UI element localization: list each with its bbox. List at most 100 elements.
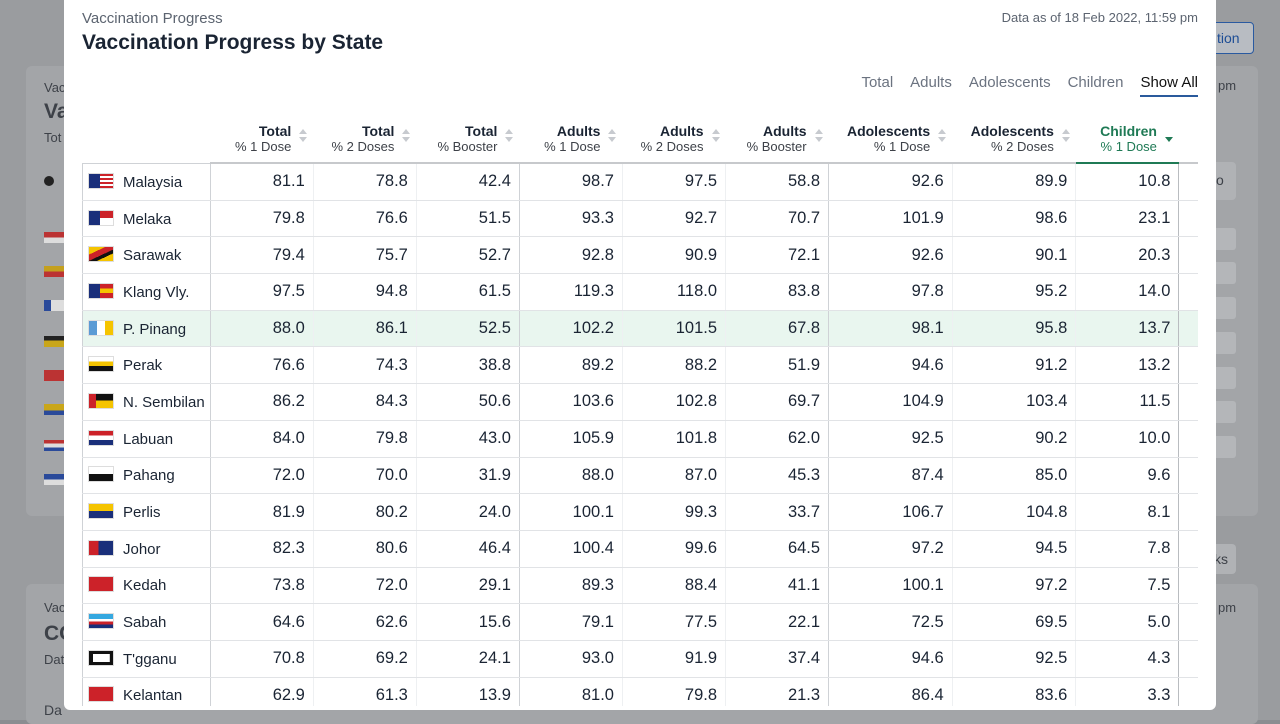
table-row[interactable]: Kedah 73.8 72.0 29.1 89.3 88.4 41.1 100.1 97.2 7.…	[82, 567, 1198, 605]
value-cell	[1178, 567, 1198, 605]
value-cell: 89.3	[519, 567, 623, 605]
value-cell: 9.6	[1075, 457, 1180, 495]
table-row[interactable]: Sabah 64.6 62.6 15.6 79.1 77.5 22.1 72.5 69.5 5.0	[82, 603, 1198, 641]
value-cell: 58.8	[725, 162, 830, 201]
header-state	[83, 116, 211, 163]
value-cell: 23.1	[1075, 200, 1180, 238]
vaccination-progress-modal: Vaccination Progress Vaccination Progres…	[64, 0, 1216, 710]
column-header[interactable]: Children% 1 Dose	[1075, 116, 1179, 164]
value-cell: 81.9	[210, 493, 314, 531]
value-cell: 51.5	[416, 200, 520, 238]
value-cell: 45.3	[725, 457, 830, 495]
tab-adolescents[interactable]: Adolescents	[968, 74, 1051, 91]
column-header[interactable]: Total% 1 Dose	[210, 116, 314, 164]
value-cell: 37.4	[725, 640, 830, 678]
column-header[interactable]: Adolescents% 1 Dose	[828, 116, 953, 164]
column-header[interactable]: Adolescents% 2 Doses	[952, 116, 1076, 164]
value-cell: 74.3	[313, 346, 417, 385]
value-cell: 76.6	[313, 200, 417, 238]
value-cell: 99.3	[622, 493, 727, 531]
value-cell	[1178, 457, 1198, 495]
sort-icon[interactable]	[711, 128, 720, 144]
sort-icon[interactable]	[938, 128, 947, 144]
state-name: Sarawak	[123, 247, 182, 265]
value-cell: 69.2	[313, 640, 417, 678]
state-cell: Malaysia	[82, 162, 211, 201]
table-row[interactable]: N. Sembilan 86.2 84.3 50.6 103.6 102.8 69.7 104…	[82, 383, 1198, 421]
value-cell: 105.9	[519, 420, 623, 458]
value-cell: 61.5	[416, 273, 520, 311]
sort-icon[interactable]	[814, 128, 823, 144]
column-metric-label: % Booster	[437, 139, 498, 154]
table-row[interactable]: Labuan 84.0 79.8 43.0 105.9 101.8 62.0 92.5 90.2…	[82, 420, 1198, 458]
tab-total[interactable]: Total	[861, 74, 894, 91]
kelantan-flag-icon	[88, 686, 114, 703]
table-row[interactable]: Johor 82.3 80.6 46.4 100.4 99.6 64.5 97.2 94.5 7.…	[82, 530, 1198, 568]
value-cell: 38.8	[416, 346, 520, 385]
tab-show-all[interactable]: Show All	[1140, 74, 1198, 97]
column-header[interactable]: Adults% Booster	[725, 116, 829, 164]
state-name: Malaysia	[123, 173, 183, 191]
value-cell: 94.6	[828, 640, 953, 678]
value-cell: 91.2	[952, 346, 1077, 385]
sort-icon[interactable]	[299, 128, 308, 144]
value-cell	[1178, 493, 1198, 531]
column-header[interactable]: Chil% 2 D	[1178, 116, 1198, 164]
state-name: Labuan	[123, 430, 174, 448]
value-cell: 69.7	[725, 383, 830, 421]
column-group-label: Adolescents	[970, 123, 1054, 139]
state-name: Kedah	[123, 577, 167, 595]
value-cell: 101.9	[828, 200, 953, 238]
data-as-of-timestamp: Data as of 18 Feb 2022, 11:59 pm	[1001, 10, 1198, 25]
value-cell: 79.4	[210, 236, 314, 275]
table-row[interactable]: Perlis 81.9 80.2 24.0 100.1 99.3 33.7 106.7 104.…	[82, 493, 1198, 531]
value-cell: 86.1	[313, 310, 417, 348]
sort-icon[interactable]	[402, 128, 411, 144]
value-cell: 79.8	[313, 420, 417, 458]
value-cell	[1178, 677, 1198, 706]
column-header[interactable]: Adults% 1 Dose	[519, 116, 623, 164]
state-cell: Labuan	[82, 420, 211, 458]
sabah-flag-icon	[88, 613, 114, 630]
column-header[interactable]: Total% 2 Doses	[313, 116, 417, 164]
table-row[interactable]: Kelantan 62.9 61.3 13.9 81.0 79.8 21.3 86.4 83.6…	[82, 677, 1198, 706]
value-cell: 94.6	[828, 346, 953, 385]
value-cell	[1178, 420, 1198, 458]
value-cell: 21.3	[725, 677, 830, 706]
table-row[interactable]: Sarawak 79.4 75.7 52.7 92.8 90.9 72.1 92.6 90.1 2…	[82, 236, 1198, 275]
sort-icon[interactable]	[1164, 128, 1173, 144]
value-cell	[1178, 236, 1198, 275]
value-cell: 70.8	[210, 640, 314, 678]
value-cell: 50.6	[416, 383, 520, 421]
state-cell: Kelantan	[82, 677, 211, 706]
sort-icon[interactable]	[505, 128, 514, 144]
value-cell: 10.0	[1075, 420, 1180, 458]
value-cell: 95.2	[952, 273, 1077, 311]
table-row[interactable]: P. Pinang 88.0 86.1 52.5 102.2 101.5 67.8 98.1 9…	[82, 310, 1198, 348]
table-row[interactable]: Melaka 79.8 76.6 51.5 93.3 92.7 70.7 101.9 98.6 2…	[82, 200, 1198, 238]
value-cell: 76.6	[210, 346, 314, 385]
value-cell: 93.3	[519, 200, 623, 238]
table-row[interactable]: Pahang 72.0 70.0 31.9 88.0 87.0 45.3 87.4 85.0 9.…	[82, 457, 1198, 495]
value-cell: 7.8	[1075, 530, 1180, 568]
table-row[interactable]: T'gganu 70.8 69.2 24.1 93.0 91.9 37.4 94.6 92.5 4…	[82, 640, 1198, 678]
table-row[interactable]: Klang Vly. 97.5 94.8 61.5 119.3 118.0 83.8 97.8…	[82, 273, 1198, 311]
value-cell: 100.1	[828, 567, 953, 605]
value-cell: 77.5	[622, 603, 727, 641]
column-group-label: Adults	[556, 123, 601, 139]
table-row[interactable]: Malaysia 81.1 78.8 42.4 98.7 97.5 58.8 92.6 89.9…	[82, 162, 1198, 201]
tab-children[interactable]: Children	[1067, 74, 1124, 91]
column-header[interactable]: Total% Booster	[416, 116, 520, 164]
sort-icon[interactable]	[608, 128, 617, 144]
value-cell: 83.8	[725, 273, 830, 311]
value-cell: 88.0	[519, 457, 623, 495]
tab-adults[interactable]: Adults	[910, 74, 952, 91]
background-action-button-label: tion	[1217, 30, 1240, 46]
column-group-label: Adolescents	[846, 123, 931, 139]
value-cell	[1178, 530, 1198, 568]
vaccination-table-container[interactable]: Total% 1 Dose Total% 2 Doses Total% Booste…	[82, 116, 1198, 706]
table-row[interactable]: Perak 76.6 74.3 38.8 89.2 88.2 51.9 94.6 91.2 13.…	[82, 346, 1198, 385]
column-header[interactable]: Adults% 2 Doses	[622, 116, 726, 164]
sort-icon[interactable]	[1061, 128, 1070, 144]
state-name: Sabah	[123, 614, 167, 632]
